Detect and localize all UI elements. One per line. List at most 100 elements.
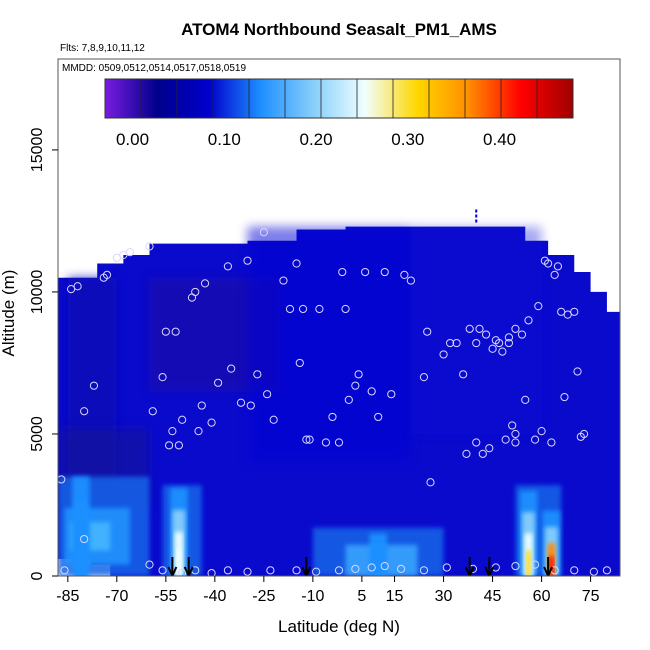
sample-point (312, 567, 321, 576)
sample-point (178, 569, 187, 576)
sample-point (302, 435, 311, 444)
x-tick-label: 75 (582, 588, 600, 605)
x-tick-label: 15 (386, 588, 404, 605)
sample-point (80, 407, 89, 416)
sample-point (602, 566, 612, 575)
sample-point (174, 441, 183, 450)
x-tick-label: 5 (357, 588, 366, 605)
sample-point (521, 395, 530, 404)
x-tick-label: 45 (484, 588, 502, 605)
y-tick-label: 5000 (29, 416, 46, 452)
sample-point (367, 563, 376, 572)
x-tick-label: -55 (154, 588, 177, 605)
sample-point (530, 435, 540, 444)
x-axis-label: Latitude (deg N) (278, 617, 400, 636)
sample-point (452, 338, 461, 348)
sample-point (380, 561, 389, 571)
sample-point (495, 338, 504, 348)
latitude-markers (167, 209, 554, 576)
sample-point (475, 324, 484, 333)
colorbar-tick-label: 0.10 (208, 130, 241, 149)
sample-point (246, 401, 255, 410)
sample-point (465, 324, 474, 333)
x-tick-label: 60 (533, 588, 551, 605)
sample-point (285, 304, 295, 314)
sample-point (459, 370, 468, 379)
sample-point (171, 327, 180, 336)
sample-point (89, 381, 99, 390)
sample-point (80, 534, 89, 544)
sample-point (481, 330, 491, 339)
latitude-arrowhead (167, 566, 178, 576)
enhancement-column (375, 563, 381, 576)
sample-point (305, 435, 314, 444)
sample-point (341, 304, 350, 314)
sample-point (547, 438, 556, 447)
sample-point (279, 276, 288, 285)
sample-point (498, 347, 507, 356)
sample-point (442, 563, 451, 572)
sample-point (501, 435, 510, 444)
sample-point (207, 418, 216, 427)
sample-point (419, 373, 429, 382)
y-tick-label: 10000 (29, 270, 46, 315)
sample-point (315, 304, 324, 314)
sample-point (573, 367, 582, 376)
sample-point (102, 270, 112, 279)
sample-points (58, 228, 612, 576)
sample-point (478, 449, 487, 458)
sample-point (550, 270, 559, 279)
sample-point (570, 566, 579, 575)
sample-point (266, 566, 275, 575)
sample-point (197, 401, 206, 410)
latitude-arrowhead (543, 566, 554, 576)
sample-point (223, 262, 233, 271)
sample-point (544, 259, 553, 268)
x-axis: -85 -70 -55 -40 -25 -10 5 15 30 45 60 75 (56, 576, 600, 605)
sample-point (334, 438, 344, 447)
sample-point (295, 358, 304, 368)
sample-point (380, 267, 389, 277)
sample-point (439, 350, 448, 359)
colorbar-tick-label: 0.00 (116, 130, 149, 149)
sample-point (263, 390, 272, 399)
sample-point (298, 304, 308, 314)
sample-point (488, 344, 497, 353)
sample-point (504, 333, 514, 342)
sample-point (207, 569, 216, 576)
sample-point (200, 279, 210, 288)
x-tick-label: -85 (56, 588, 79, 605)
colorbar-gradient (104, 78, 574, 119)
sample-point (426, 478, 435, 487)
sample-point (194, 427, 203, 436)
sample-point (508, 421, 517, 430)
sample-point (472, 438, 481, 447)
curtain-plot (58, 209, 620, 576)
enhancement-layer (58, 476, 562, 576)
curtain-texture-patch (247, 226, 411, 463)
sample-point (328, 412, 337, 422)
sample-point (511, 438, 520, 447)
sample-point (524, 316, 533, 325)
sample-point (406, 276, 415, 285)
latitude-arrowhead (464, 566, 475, 576)
chart-title: ATOM4 Northbound Seasalt_PM1_AMS (181, 20, 497, 39)
sample-point (161, 327, 170, 336)
enhancement-column (176, 549, 182, 576)
sample-point (292, 566, 301, 575)
sample-point (361, 267, 370, 277)
latitude-arrowhead (484, 566, 495, 576)
sample-point (223, 566, 233, 575)
sample-point (60, 566, 69, 575)
sample-point (351, 381, 360, 390)
sample-point (145, 242, 154, 251)
sample-point (259, 228, 268, 237)
sample-point (125, 248, 134, 257)
sample-point (462, 449, 471, 458)
sample-point (511, 561, 520, 571)
sample-point (243, 567, 252, 576)
sample-point (243, 256, 252, 265)
sample-point (367, 387, 376, 396)
sample-point (537, 427, 546, 436)
